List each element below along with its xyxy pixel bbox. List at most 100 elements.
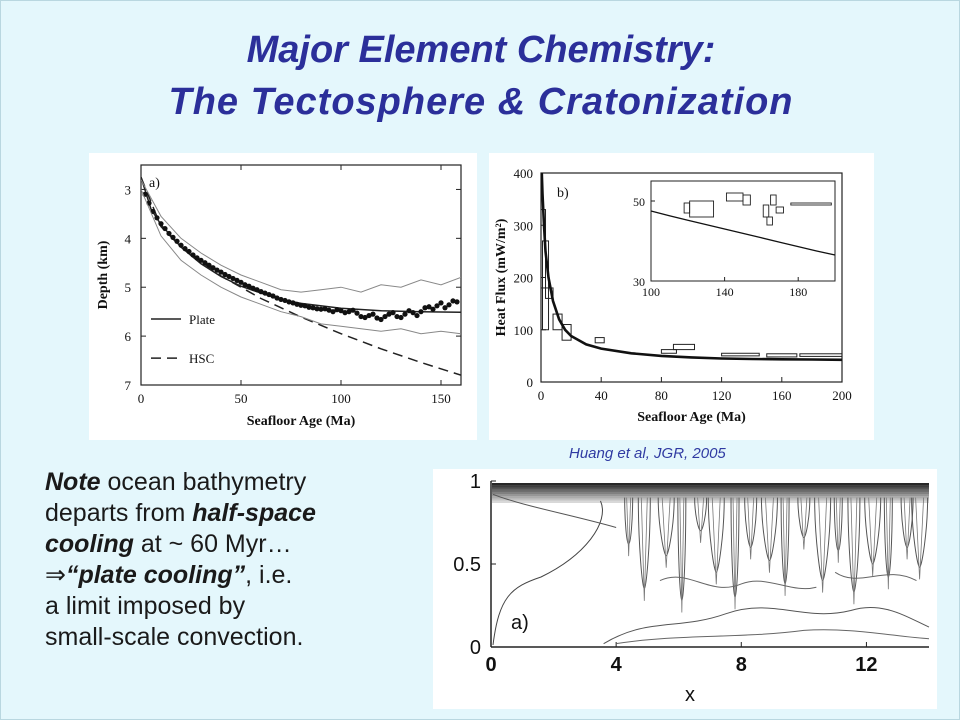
data-point [330,309,336,315]
plume-contour [624,497,634,545]
contour-line [492,493,617,528]
plume-contour [911,497,929,568]
contour-line [492,500,603,646]
data-point [214,267,220,273]
note-word-plate-cooling: “plate cooling” [65,561,246,589]
data-point [190,252,196,258]
x-tick-label: 0 [485,654,496,676]
legend-label-hsc: HSC [189,351,214,366]
boundary-layer-band [492,494,929,497]
plume-contour [679,497,685,613]
inset-x-tick-label: 100 [642,285,660,299]
y-tick-label: 5 [125,280,132,295]
plot-area [541,173,842,362]
plume-contour [640,497,648,601]
citation: Huang et al, JGR, 2005 [569,445,726,462]
implies-arrow-icon: ⇒ [45,561,66,589]
data-point [334,307,340,313]
data-point [386,311,392,317]
data-point [418,309,424,315]
data-point [402,311,408,317]
data-point [234,277,240,283]
data-point [390,310,396,316]
y-tick-label: 6 [125,329,132,344]
contour-line [603,606,930,645]
data-point [338,308,344,314]
boundary-layer-band [492,483,929,486]
plume-contour [747,497,755,560]
boundary-layer-band [492,489,929,492]
inset-data-box [770,194,777,206]
data-point [162,225,168,232]
plume-contour [697,497,705,543]
data-box [561,324,572,341]
heat-flux-chart: b) 0 40 80 120 160 200 0 100 200 300 400 Seafloor Ag… [494,166,852,425]
inset-x-tick-label: 180 [789,285,807,299]
slide-title-line-1: Major Element Chemistry: [246,29,716,71]
x-tick-label: 0 [538,388,545,403]
contour-line [659,576,817,589]
plume-contour [657,497,675,557]
data-point [242,282,248,288]
x-tick-label: 0 [138,391,145,406]
x-tick-label: 160 [772,388,792,403]
boundary-layer-band [492,498,929,501]
boundary-layer-band [492,491,929,495]
y-tick-label: 7 [125,378,132,393]
data-point [202,260,208,266]
legend-label-plate: Plate [189,312,215,327]
data-point [410,310,416,316]
data-point [206,262,212,268]
data-point [382,313,388,320]
data-point [442,305,448,311]
envelope-line [141,179,461,293]
panel-label: a) [511,612,529,634]
y-tick-label: 3 [125,182,132,197]
data-point [174,238,180,244]
data-point [158,221,164,227]
data-point [230,275,236,282]
contour-line [616,629,930,645]
data-point [290,300,296,306]
y-tick-label: 1 [470,471,481,493]
plume-contour [835,497,841,563]
data-point [258,289,264,295]
panel-label: a) [149,176,160,191]
data-box [799,353,842,357]
y-tick-label: 300 [514,218,534,233]
data-point [362,314,368,321]
data-point [434,303,440,309]
plume-contour [818,497,828,593]
data-point [426,304,432,310]
note-text-1: ocean bathymetry [100,468,307,496]
depth-chart-panel: a) 0 50 100 150 3 4 5 6 7 Seafloor Age (Ma) Depth (… [89,153,477,440]
plume-contour [883,497,893,578]
boundary-layer-band [492,496,929,499]
data-point [398,314,404,321]
data-point [182,246,188,252]
note-text-4: , i.e. [245,561,293,589]
model-curve [541,173,842,362]
data-point [350,307,356,313]
x-tick-label: 150 [431,391,451,406]
data-point [438,300,444,306]
data-point [246,283,252,289]
data-point [358,313,364,320]
note-word-note: Note [45,468,101,496]
note-text-5: a limit imposed by [45,592,246,620]
data-point [298,302,304,308]
data-point [238,279,244,285]
plume-contour [744,497,758,548]
plume-contour [885,497,891,590]
data-point [446,302,452,308]
note-word-cooling: cooling [45,530,134,558]
y-tick-label: 0 [470,637,481,659]
data-point [250,285,256,291]
plume-contour [868,497,878,577]
inset-data-box [689,200,715,218]
plume-contour [765,497,774,573]
x-tick-label: 50 [235,391,248,406]
plume-contour [661,497,671,568]
y-tick-label: 0 [527,375,534,390]
plume-contour [694,497,708,532]
